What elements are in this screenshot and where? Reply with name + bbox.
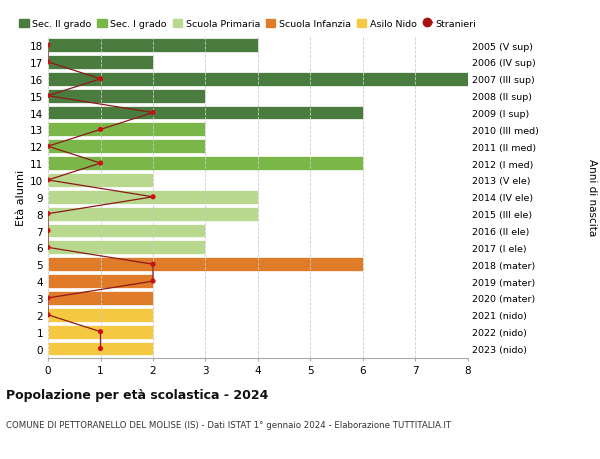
Text: Anni di nascita: Anni di nascita — [587, 159, 597, 236]
Point — [43, 59, 53, 67]
Point — [96, 345, 106, 353]
Bar — [48, 123, 205, 137]
Point — [43, 177, 53, 184]
Point — [43, 227, 53, 235]
Bar — [48, 190, 258, 204]
Bar — [48, 207, 258, 221]
Point — [43, 244, 53, 252]
Bar — [48, 140, 205, 154]
Bar — [48, 157, 363, 171]
Bar — [48, 308, 153, 322]
Point — [43, 295, 53, 302]
Bar — [48, 106, 363, 120]
Bar — [48, 73, 468, 86]
Point — [43, 42, 53, 50]
Bar — [48, 39, 258, 53]
Point — [43, 143, 53, 151]
Bar — [48, 241, 205, 255]
Bar — [48, 224, 205, 238]
Point — [96, 328, 106, 336]
Bar — [48, 274, 153, 288]
Point — [148, 110, 158, 117]
Bar — [48, 291, 153, 305]
Y-axis label: Età alunni: Età alunni — [16, 169, 26, 225]
Point — [96, 126, 106, 134]
Point — [43, 312, 53, 319]
Bar — [48, 56, 153, 70]
Point — [96, 76, 106, 83]
Text: Popolazione per età scolastica - 2024: Popolazione per età scolastica - 2024 — [6, 388, 268, 401]
Bar — [48, 90, 205, 103]
Point — [148, 194, 158, 201]
Text: COMUNE DI PETTORANELLO DEL MOLISE (IS) - Dati ISTAT 1° gennaio 2024 - Elaborazio: COMUNE DI PETTORANELLO DEL MOLISE (IS) -… — [6, 420, 451, 429]
Point — [148, 278, 158, 285]
Point — [96, 160, 106, 168]
Bar — [48, 325, 153, 339]
Bar — [48, 258, 363, 272]
Bar — [48, 342, 153, 356]
Point — [43, 93, 53, 100]
Point — [43, 211, 53, 218]
Point — [148, 261, 158, 269]
Legend: Sec. II grado, Sec. I grado, Scuola Primaria, Scuola Infanzia, Asilo Nido, Stran: Sec. II grado, Sec. I grado, Scuola Prim… — [19, 20, 476, 29]
Bar — [48, 174, 153, 187]
